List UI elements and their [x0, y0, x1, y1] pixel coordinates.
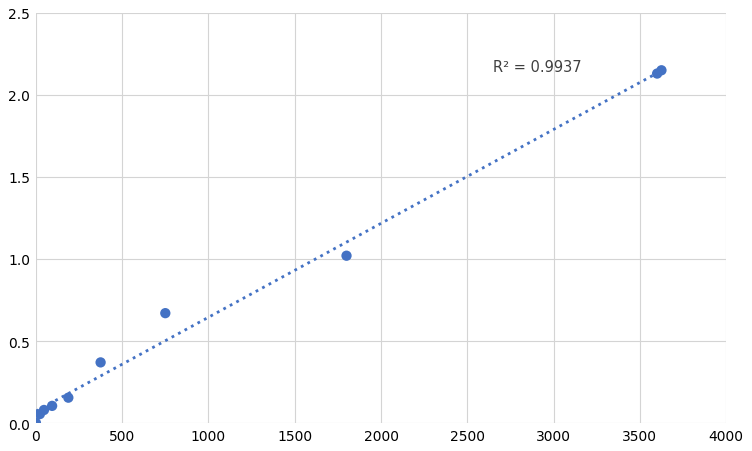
Point: [159, 310, 171, 317]
Point: [656, 68, 668, 75]
Point: [34, 410, 46, 418]
Point: [651, 71, 663, 78]
Text: R² = 0.9937: R² = 0.9937: [493, 60, 582, 74]
Point: [341, 253, 353, 260]
Point: [30, 419, 42, 427]
Point: [95, 359, 107, 366]
Point: [46, 402, 58, 410]
Point: [38, 406, 50, 414]
Point: [62, 394, 74, 401]
